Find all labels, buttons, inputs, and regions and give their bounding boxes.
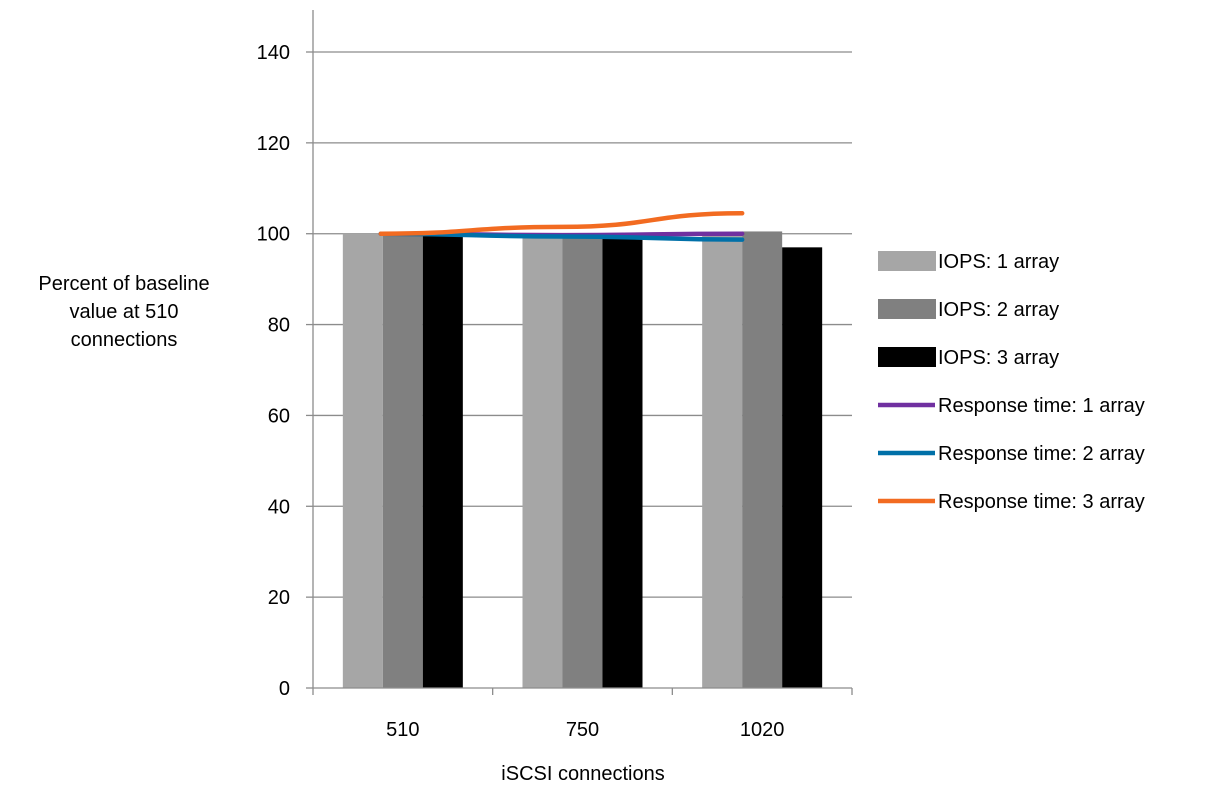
bar-2-750 [562,233,603,688]
legend-swatch-bar-3 [878,347,936,367]
bar-3-510 [422,235,463,688]
legend-label: IOPS: 1 array [938,251,1059,273]
bar-1-750 [522,233,563,688]
x-tick-label: 1020 [740,719,785,741]
legend-label: Response time: 2 array [938,443,1145,465]
bar-3-750 [602,238,643,688]
y-tick-label: 80 [268,315,290,337]
y-axis-title: Percent of baseline value at 510 connectio… [38,273,209,351]
legend-label: IOPS: 3 array [938,347,1059,369]
y-tick-label: 60 [268,405,290,427]
x-axis-title: iSCSI connections [501,763,664,785]
y-tick-label: 120 [257,133,290,155]
line-response-time-2 [378,231,745,242]
y-tick-label: 0 [279,678,290,700]
x-tick-label: 750 [566,719,599,741]
y-tick-label: 100 [257,224,290,246]
bar-1-1020 [702,233,743,688]
legend-label: Response time: 3 array [938,491,1145,513]
bar-3-1020 [782,247,823,689]
y-axis-title-line: Percent of baseline [38,273,209,295]
x-tick-labels: 510 750 1020 [386,719,784,741]
line-response-time-3 [378,211,745,236]
y-axis-title-line: connections [71,329,178,351]
bar-1-510 [342,233,383,688]
legend-label: Response time: 1 array [938,395,1145,417]
legend-swatch-bar-2 [878,299,936,319]
legend-swatch-bar-1 [878,251,936,271]
y-tick-label: 40 [268,496,290,518]
y-tick-labels: 0 20 40 60 80 100 120 140 [257,42,290,700]
bars [342,231,823,689]
bar-2-1020 [742,231,783,688]
axes [306,10,853,695]
y-tick-label: 140 [257,42,290,64]
bar-2-510 [382,233,423,688]
legend-label: IOPS: 2 array [938,299,1059,321]
y-tick-label: 20 [268,587,290,609]
x-tick-label: 510 [386,719,419,741]
response-lines [378,211,745,242]
legend: IOPS: 1 array IOPS: 2 array IOPS: 3 array R… [878,251,1145,513]
y-axis-title-line: value at 510 [70,301,179,323]
